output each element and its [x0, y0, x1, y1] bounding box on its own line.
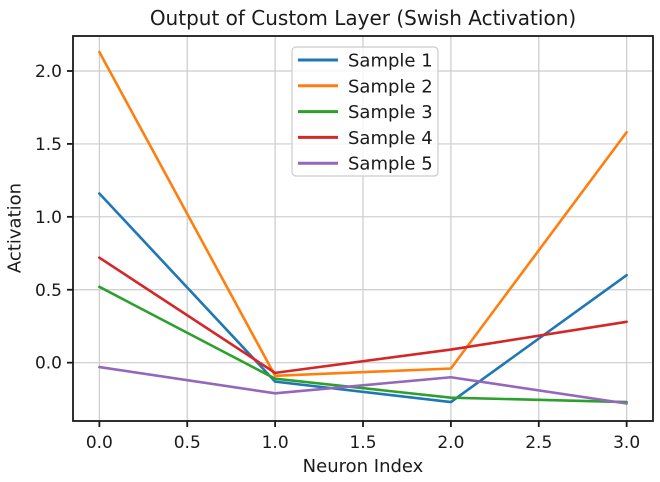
- series-line-sample-1: [98, 192, 628, 404]
- legend-label-sample-3: Sample 3: [348, 102, 433, 123]
- series-line-sample-3: [98, 285, 628, 404]
- y-tick-label: 0.0: [35, 354, 62, 374]
- x-tick-label: 1.5: [349, 433, 376, 453]
- y-axis-label: Activation: [4, 182, 26, 274]
- x-tick-label: 2.0: [437, 433, 464, 453]
- chart-title: Output of Custom Layer (Swish Activation…: [149, 6, 577, 30]
- x-tick-label: 3.0: [613, 433, 640, 453]
- legend-label-sample-2: Sample 2: [348, 76, 433, 97]
- x-tick-label: 1.0: [262, 433, 289, 453]
- series-line-sample-4: [98, 256, 628, 375]
- series-line-sample-2: [98, 50, 628, 378]
- x-tick-label: 0.0: [86, 433, 113, 453]
- legend-label-sample-4: Sample 4: [348, 128, 433, 149]
- y-tick-label: 1.5: [35, 135, 62, 155]
- x-tick-label: 0.5: [174, 433, 201, 453]
- legend-box: [291, 46, 439, 177]
- y-tick-label: 2.0: [35, 62, 62, 82]
- y-tick-label: 0.5: [35, 281, 62, 301]
- legend-label-sample-1: Sample 1: [348, 51, 433, 72]
- y-tick-label: 1.0: [35, 208, 62, 228]
- legend-label-sample-5: Sample 5: [348, 154, 433, 175]
- series-line-sample-5: [98, 365, 628, 405]
- x-tick-label: 2.5: [525, 433, 552, 453]
- x-axis-label: Neuron Index: [302, 456, 424, 477]
